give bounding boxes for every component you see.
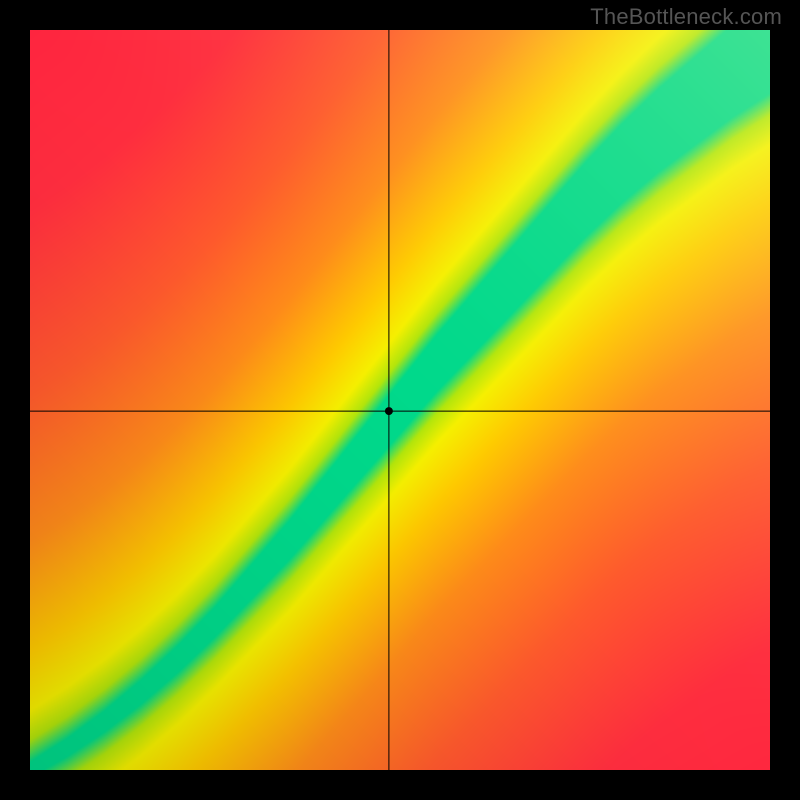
watermark-text: TheBottleneck.com (590, 4, 782, 30)
chart-container: TheBottleneck.com (0, 0, 800, 800)
bottleneck-heatmap (30, 30, 770, 770)
